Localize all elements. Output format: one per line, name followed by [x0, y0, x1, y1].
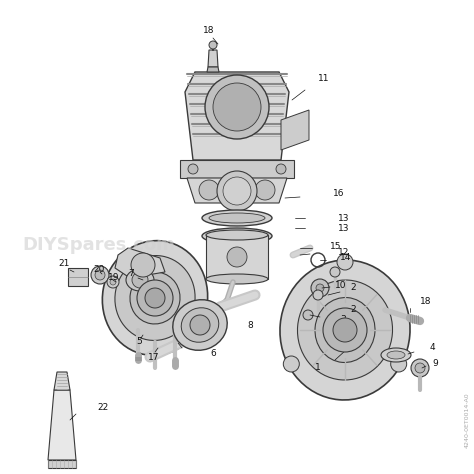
Circle shape	[227, 247, 247, 267]
Circle shape	[303, 310, 313, 320]
Circle shape	[223, 177, 251, 205]
Ellipse shape	[181, 308, 219, 342]
Circle shape	[107, 276, 119, 288]
Ellipse shape	[209, 213, 265, 223]
Polygon shape	[180, 160, 294, 178]
Circle shape	[330, 267, 340, 277]
Circle shape	[209, 41, 217, 49]
Text: 12: 12	[338, 247, 349, 256]
Circle shape	[333, 318, 357, 342]
Ellipse shape	[126, 269, 154, 291]
Circle shape	[213, 83, 261, 131]
Text: 6: 6	[210, 348, 216, 357]
Ellipse shape	[387, 351, 405, 359]
Circle shape	[323, 308, 367, 352]
Text: 15: 15	[330, 241, 341, 250]
Polygon shape	[48, 390, 76, 460]
Text: 22: 22	[97, 402, 108, 411]
Text: 3: 3	[340, 316, 346, 325]
Circle shape	[110, 279, 116, 285]
Text: 20: 20	[93, 265, 104, 274]
Circle shape	[391, 356, 407, 372]
Text: DIYSpares.com: DIYSpares.com	[22, 236, 175, 254]
Circle shape	[217, 171, 257, 211]
Polygon shape	[281, 110, 309, 150]
Text: 16: 16	[333, 190, 345, 199]
Text: 21: 21	[58, 259, 69, 268]
Ellipse shape	[209, 231, 265, 241]
Text: 17: 17	[148, 353, 159, 362]
Polygon shape	[208, 50, 218, 67]
Text: 1: 1	[315, 364, 321, 373]
Ellipse shape	[202, 210, 272, 226]
Text: 13: 13	[338, 213, 349, 222]
Text: 18: 18	[420, 298, 431, 307]
Polygon shape	[185, 72, 289, 160]
Polygon shape	[54, 372, 70, 390]
Text: 13: 13	[338, 224, 349, 233]
Circle shape	[411, 359, 429, 377]
Ellipse shape	[130, 272, 180, 324]
Circle shape	[316, 284, 324, 292]
Polygon shape	[48, 460, 76, 468]
Ellipse shape	[102, 241, 208, 356]
Circle shape	[311, 279, 329, 297]
Circle shape	[205, 75, 269, 139]
Ellipse shape	[298, 280, 392, 380]
Text: 2: 2	[350, 283, 356, 292]
Text: 4: 4	[430, 344, 436, 353]
Ellipse shape	[280, 260, 410, 400]
Circle shape	[137, 280, 173, 316]
Ellipse shape	[115, 255, 195, 340]
Ellipse shape	[206, 230, 268, 240]
Polygon shape	[115, 248, 165, 278]
Circle shape	[132, 272, 148, 288]
Circle shape	[95, 270, 105, 280]
Text: 18: 18	[203, 26, 215, 35]
Circle shape	[199, 180, 219, 200]
Ellipse shape	[202, 228, 272, 244]
Polygon shape	[68, 268, 88, 286]
Ellipse shape	[206, 274, 268, 284]
Text: 11: 11	[318, 73, 329, 82]
Circle shape	[276, 164, 286, 174]
Circle shape	[415, 363, 425, 373]
Circle shape	[188, 164, 198, 174]
Text: 14: 14	[340, 254, 351, 263]
Text: 8: 8	[247, 320, 253, 329]
Polygon shape	[207, 67, 219, 72]
Circle shape	[145, 288, 165, 308]
Polygon shape	[187, 178, 287, 203]
Circle shape	[190, 315, 210, 335]
Text: 4240-0ET0014-A0: 4240-0ET0014-A0	[465, 392, 470, 448]
Circle shape	[283, 356, 299, 372]
Circle shape	[313, 290, 323, 300]
Circle shape	[91, 266, 109, 284]
Text: 7: 7	[128, 270, 134, 279]
Ellipse shape	[315, 298, 375, 363]
Ellipse shape	[381, 348, 411, 362]
Text: 2: 2	[350, 306, 356, 315]
Polygon shape	[206, 235, 268, 279]
Circle shape	[131, 253, 155, 277]
Circle shape	[255, 180, 275, 200]
Text: 9: 9	[432, 358, 438, 367]
Circle shape	[337, 254, 353, 270]
Text: 19: 19	[108, 273, 119, 282]
Text: 5: 5	[136, 337, 142, 346]
Text: 10: 10	[335, 282, 346, 291]
Ellipse shape	[173, 300, 227, 350]
